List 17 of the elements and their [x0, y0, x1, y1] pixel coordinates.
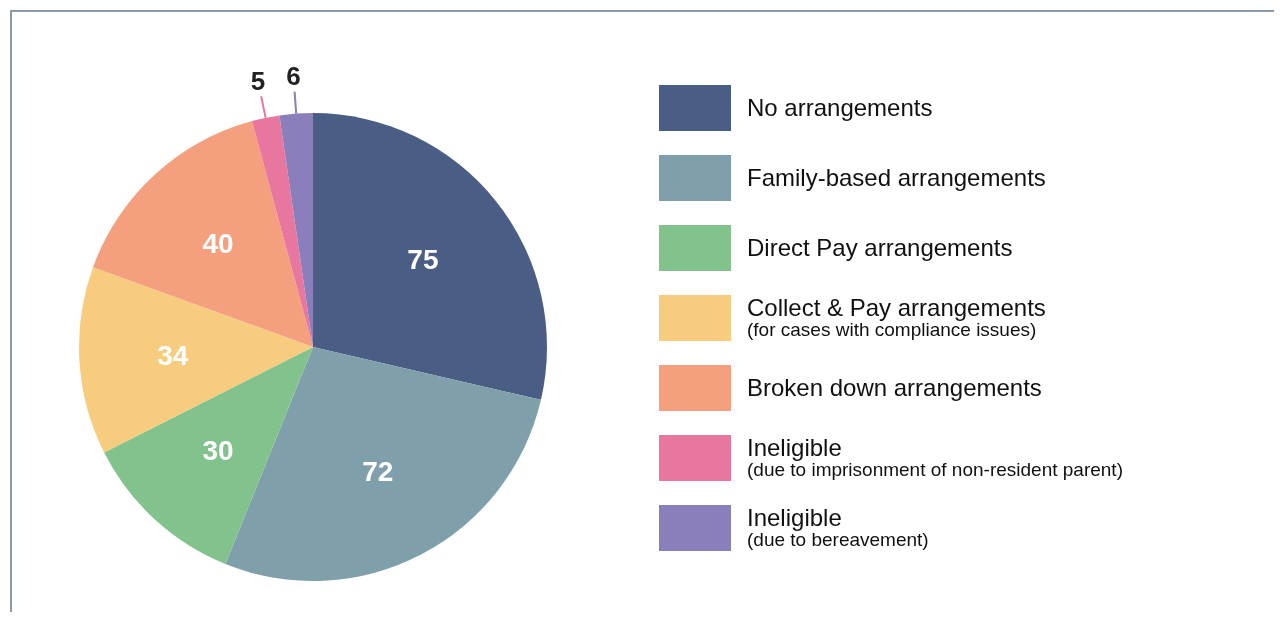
legend-label: Collect & Pay arrangements (for cases with compliance issues)	[747, 294, 1046, 341]
legend-label: Broken down arrangements	[747, 374, 1042, 401]
data-label: 40	[202, 228, 234, 260]
pie-slice	[93, 121, 313, 347]
legend-label: No arrangements	[747, 94, 933, 121]
data-label: 30	[202, 434, 234, 466]
pie-slice	[313, 113, 547, 400]
data-label: 6	[286, 60, 301, 91]
legend-label: Ineligible (due to imprisonment of non-resident parent)	[747, 434, 1123, 481]
legend-label: Family-based arrangements	[747, 164, 1046, 191]
legend-label: Direct Pay arrangements	[747, 234, 1013, 261]
pie-slice	[104, 347, 313, 564]
legend-label: Ineligible (due to bereavement)	[747, 504, 929, 551]
data-label: 34	[157, 339, 189, 371]
data-label: 5	[250, 65, 266, 96]
data-label: 72	[362, 456, 394, 488]
data-label: 75	[407, 244, 439, 276]
